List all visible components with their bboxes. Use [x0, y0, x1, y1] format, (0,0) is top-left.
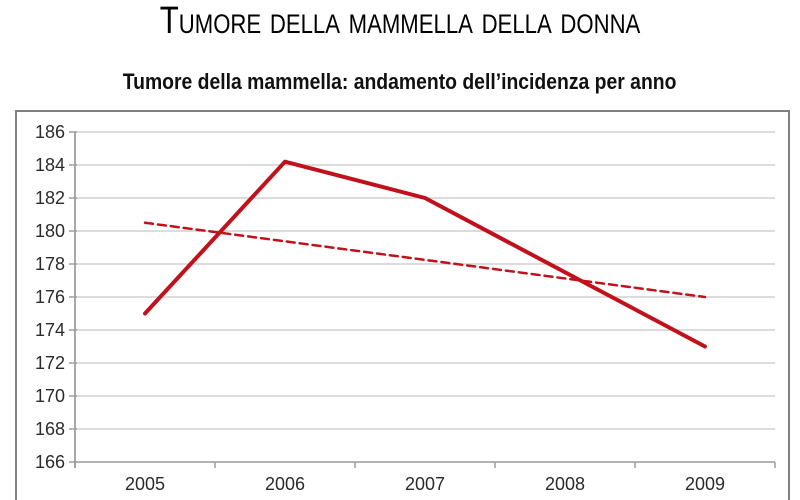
x-tick-label: 2005	[125, 474, 165, 494]
chart-title: Tumore della mammella: andamento dell’in…	[0, 66, 800, 98]
main-title: Tumore della mammella della donna	[0, 0, 800, 42]
incidence-line-series	[143, 159, 707, 349]
x-tick-label: 2006	[265, 474, 305, 494]
y-tick-label: 186	[35, 122, 65, 142]
x-tick-label: 2008	[545, 474, 585, 494]
x-tick-label: 2009	[685, 474, 725, 494]
chart-frame	[15, 110, 790, 500]
trend-line-series	[143, 221, 707, 299]
y-tick-label: 178	[35, 254, 65, 274]
y-tick-label: 180	[35, 221, 65, 241]
y-tick-label: 182	[35, 188, 65, 208]
x-tick-label: 2007	[405, 474, 445, 494]
y-tick-label: 166	[35, 452, 65, 472]
y-tick-label: 172	[35, 353, 65, 373]
chart-title-text: Tumore della mammella: andamento dell’in…	[123, 69, 677, 94]
y-tick-label: 170	[35, 386, 65, 406]
y-tick-label: 176	[35, 287, 65, 307]
y-tick-label: 184	[35, 155, 65, 175]
y-tick-label: 168	[35, 419, 65, 439]
y-tick-label: 174	[35, 320, 65, 340]
main-title-text: Tumore della mammella della donna	[159, 0, 641, 42]
